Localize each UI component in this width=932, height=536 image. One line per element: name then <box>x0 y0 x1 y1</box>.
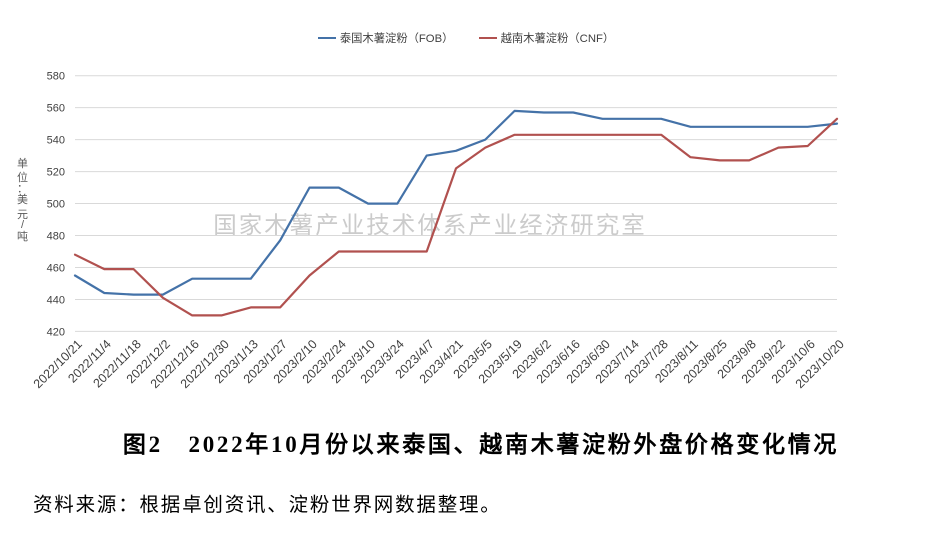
svg-text:540: 540 <box>47 135 65 147</box>
svg-text:480: 480 <box>47 231 65 243</box>
svg-text:440: 440 <box>47 294 65 306</box>
svg-text:520: 520 <box>47 167 65 179</box>
svg-text:580: 580 <box>47 71 65 83</box>
svg-text:460: 460 <box>47 262 65 274</box>
svg-text:560: 560 <box>47 103 65 115</box>
svg-text:420: 420 <box>47 326 65 338</box>
svg-text:500: 500 <box>47 199 65 211</box>
